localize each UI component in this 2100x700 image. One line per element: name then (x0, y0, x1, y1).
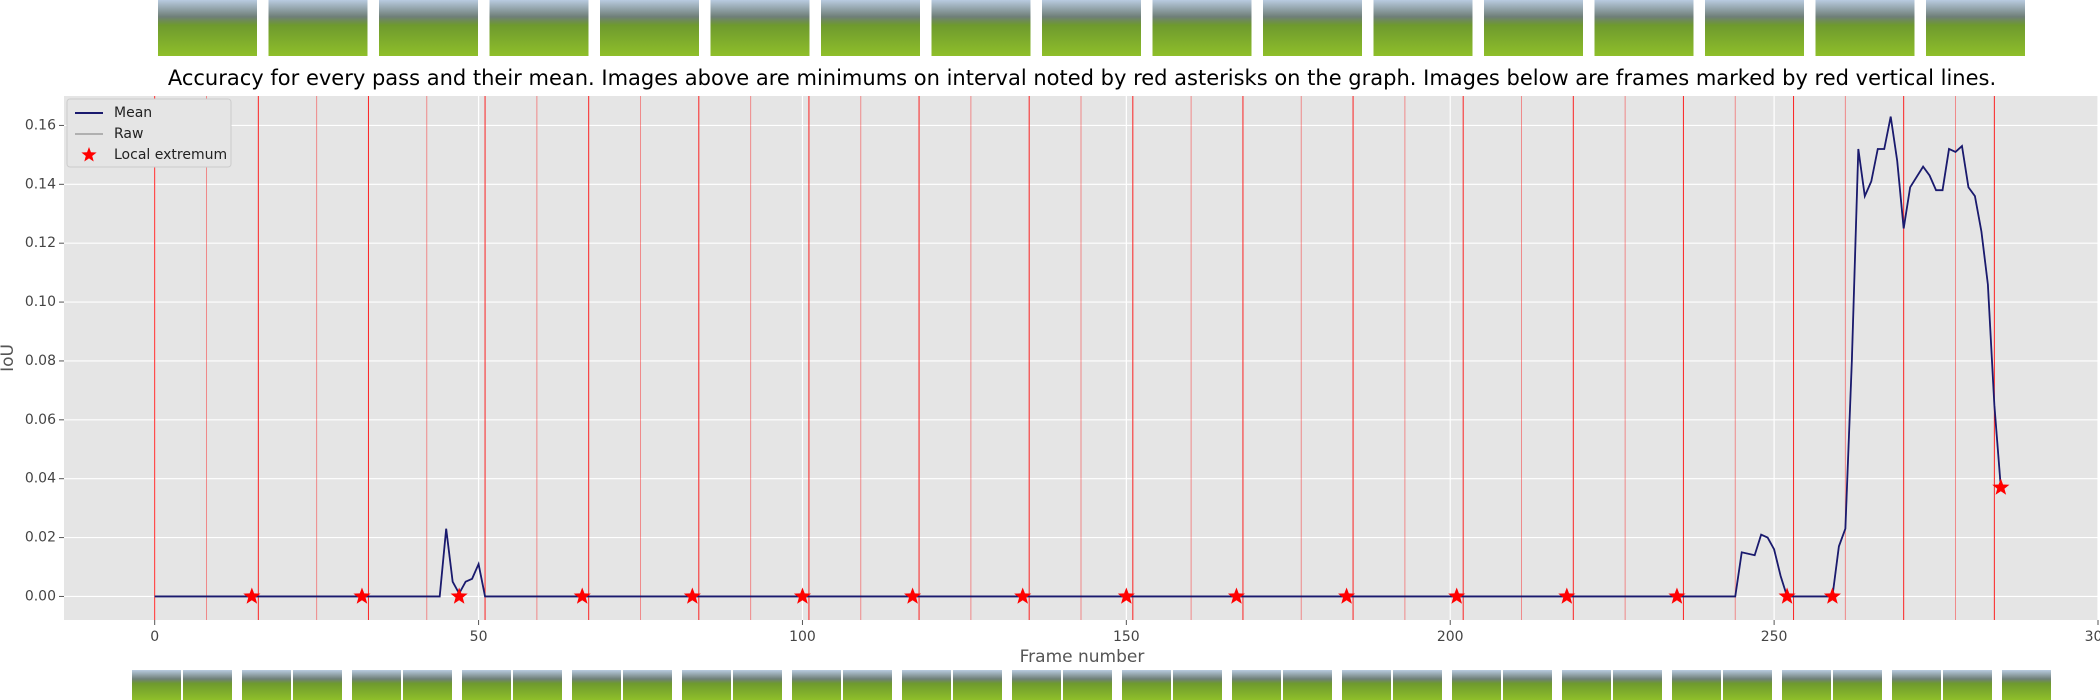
bottom-thumbnail (1012, 670, 1061, 700)
series-line (154, 116, 2002, 598)
x-axis-label: Frame number (1020, 647, 1145, 667)
extremum-marker (1778, 587, 1796, 604)
top-thumbnail (1152, 0, 1252, 56)
y-tick-label: 0.10 (25, 294, 56, 310)
extremum-marker (1992, 478, 2010, 495)
x-tick-label: 200 (1437, 629, 1464, 645)
extremum-marker (904, 587, 922, 604)
bottom-thumbnail (293, 670, 342, 700)
extremum-marker (450, 587, 468, 604)
x-tick-label: 100 (789, 629, 816, 645)
top-thumbnail (1815, 0, 1915, 56)
y-tick-label: 0.06 (25, 412, 56, 428)
bottom-thumbnail (1173, 670, 1222, 700)
extremum-marker (1668, 587, 1686, 604)
bottom-thumbnail (1393, 670, 1442, 700)
legend-swatch (81, 147, 97, 162)
top-thumbnail (710, 0, 810, 56)
y-tick-label: 0.00 (25, 588, 56, 604)
top-thumbnail (1594, 0, 1694, 56)
bottom-thumbnail (1063, 670, 1112, 700)
legend-label: Raw (114, 126, 143, 142)
bottom-thumbnail (352, 670, 401, 700)
top-thumbnail (379, 0, 478, 56)
bottom-thumbnail (403, 670, 452, 700)
top-thumbnail (489, 0, 589, 56)
bottom-thumbnail (682, 670, 731, 700)
y-tick-label: 0.12 (25, 235, 56, 251)
bottom-thumbnail (1503, 670, 1552, 700)
bottom-thumbnail (792, 670, 841, 700)
extremum-marker (1014, 587, 1032, 604)
y-tick-label: 0.02 (25, 530, 56, 546)
bottom-thumbnail (1342, 670, 1391, 700)
extremum-marker (1117, 587, 1135, 604)
bottom-thumbnail (572, 670, 621, 700)
extremum-marker (683, 587, 701, 604)
bottom-thumbnail (1833, 670, 1882, 700)
x-tick-label: 50 (470, 629, 488, 645)
bottom-thumbnail (132, 670, 181, 700)
y-tick-label: 0.16 (25, 117, 56, 133)
bottom-thumbnail (1943, 670, 1992, 700)
top-thumbnail (1042, 0, 1141, 56)
legend-label: Local extremum (114, 147, 227, 163)
bottom-thumbnail (1122, 670, 1171, 700)
bottom-thumbnail (1782, 670, 1831, 700)
top-thumbnail (931, 0, 1031, 56)
bottom-thumbnail (1562, 670, 1611, 700)
extremum-marker (353, 587, 371, 604)
extremum-marker (1823, 587, 1841, 604)
bottom-thumbnail (1613, 670, 1662, 700)
legend: Mean Raw Local extremum (66, 98, 232, 168)
bottom-thumbnail (2002, 670, 2051, 700)
x-tick-label: 150 (1113, 629, 1140, 645)
bottom-thumbnail (1232, 670, 1281, 700)
bottom-thumbnail (183, 670, 232, 700)
bottom-thumbnail (513, 670, 562, 700)
bottom-thumbnail (902, 670, 951, 700)
bottom-thumbnail (1723, 670, 1772, 700)
top-thumbnail (600, 0, 699, 56)
bottom-thumbnail (1283, 670, 1332, 700)
top-thumbnail (158, 0, 257, 56)
y-tick-label: 0.14 (25, 176, 56, 192)
y-tick-label: 0.08 (25, 353, 56, 369)
extremum-marker (1227, 587, 1246, 604)
extremum-marker (573, 587, 591, 604)
legend-box (66, 98, 232, 168)
extremum-marker (1338, 587, 1356, 604)
top-thumbnail (1484, 0, 1583, 56)
top-thumbnail (1263, 0, 1362, 56)
top-thumbnail (821, 0, 920, 56)
bottom-thumbnail (843, 670, 892, 700)
bottom-thumbnail (1452, 670, 1501, 700)
extremum-marker (1448, 587, 1466, 604)
x-tick-label: 0 (150, 629, 159, 645)
bottom-thumbnail (242, 670, 291, 700)
legend-label: Mean (114, 105, 152, 121)
x-tick-label: 300 (2085, 629, 2100, 645)
y-axis-label: IoU (0, 344, 18, 372)
bottom-thumbnail (1892, 670, 1941, 700)
top-thumbnail (1373, 0, 1473, 56)
extremum-marker (1558, 587, 1576, 604)
bottom-thumbnail (623, 670, 672, 700)
top-thumbnail (268, 0, 368, 56)
extremum-marker (243, 587, 261, 604)
top-thumbnail (1705, 0, 1804, 56)
bottom-thumbnail (953, 670, 1002, 700)
bottom-thumbnail (462, 670, 511, 700)
top-thumbnail (1926, 0, 2025, 56)
bottom-thumbnail (1672, 670, 1721, 700)
extremum-marker (793, 587, 812, 604)
x-tick-label: 250 (1761, 629, 1788, 645)
chart-title: Accuracy for every pass and their mean. … (168, 66, 1996, 90)
bottom-thumbnail (733, 670, 782, 700)
y-tick-label: 0.04 (25, 471, 56, 487)
plot-area (64, 96, 2098, 620)
